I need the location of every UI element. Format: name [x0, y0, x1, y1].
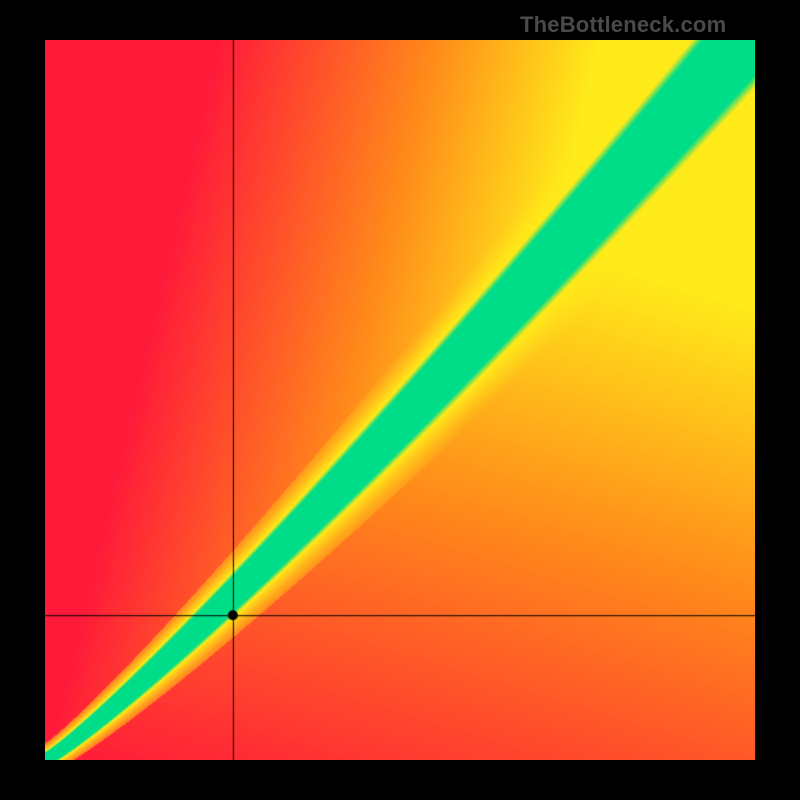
watermark-text: TheBottleneck.com: [520, 12, 726, 38]
figure-container: TheBottleneck.com: [0, 0, 800, 800]
heatmap-canvas: [45, 40, 755, 760]
plot-area: [45, 40, 755, 760]
